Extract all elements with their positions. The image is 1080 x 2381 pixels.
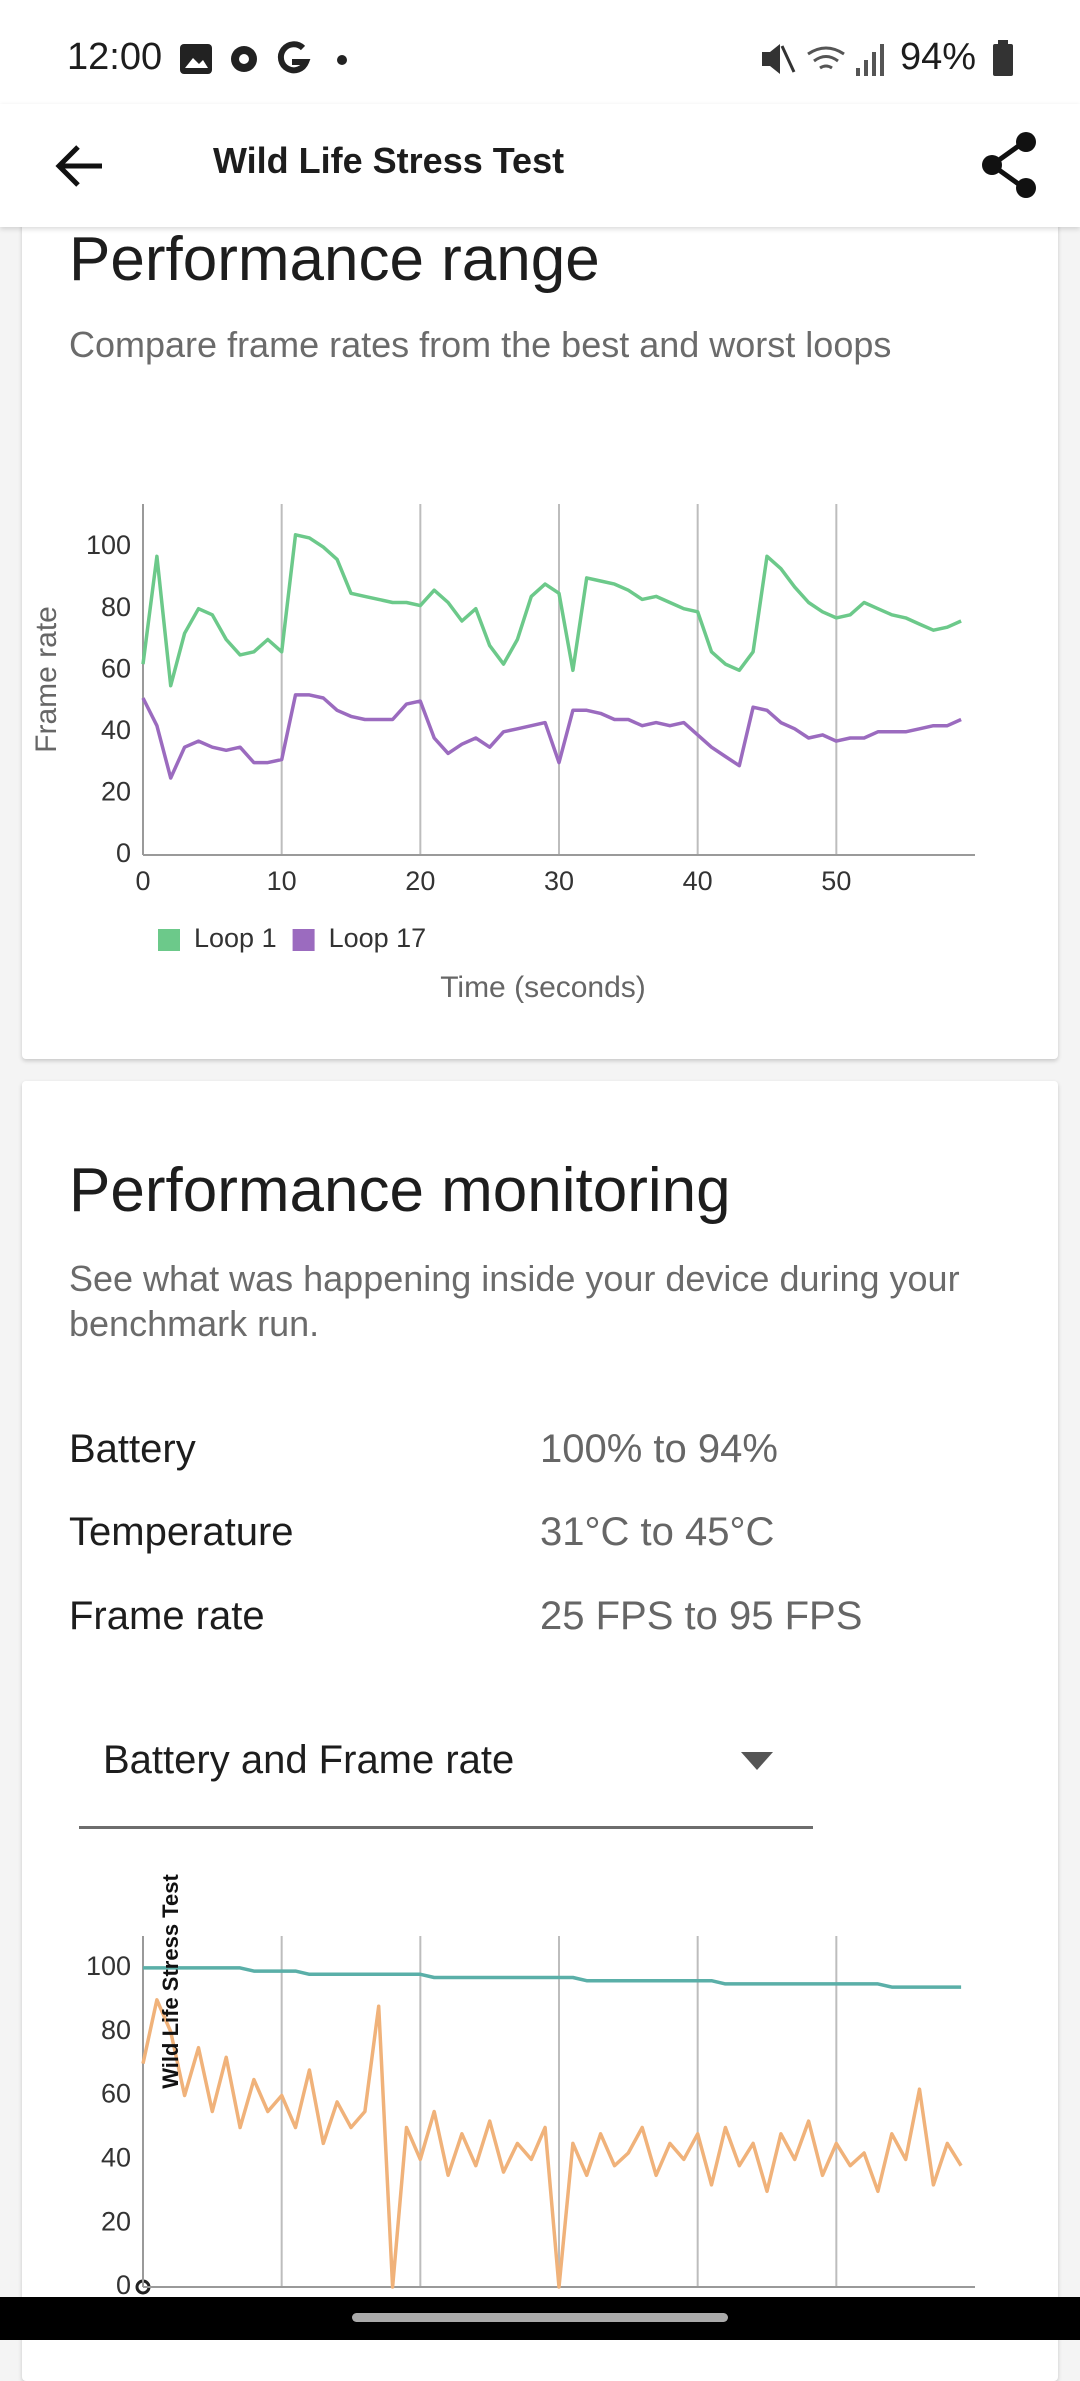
legend-swatch [292, 929, 315, 951]
row-value: 31°C to 45°C [540, 1510, 775, 1554]
y-axis-title: Frame rate [30, 606, 63, 753]
home-handle[interactable] [352, 2313, 728, 2322]
y-tick-label: 80 [101, 592, 131, 622]
x-tick-label: 30 [544, 866, 574, 896]
y-tick-label: 40 [101, 715, 131, 745]
y-tick-label: 40 [101, 2142, 131, 2172]
x-tick-label: 40 [683, 866, 713, 896]
battery-icon [993, 40, 1013, 76]
dropdown-text: Battery and Frame rate [103, 1738, 515, 1782]
status-bar: 12:00 94% [0, 0, 1080, 104]
battery-level: 94% [900, 36, 977, 78]
series-line [141, 1998, 963, 2289]
section-subtitle: See what was happening inside your devic… [69, 1258, 960, 1344]
row-label: Battery [69, 1427, 196, 1471]
y-tick-label: 100 [86, 1951, 131, 1981]
range-card [22, 190, 1058, 1059]
x-tick-label: 0 [135, 866, 150, 896]
y-tick-label: 60 [101, 2079, 131, 2109]
row-label: Temperature [69, 1510, 294, 1554]
status-icons [180, 41, 347, 74]
x-tick-label: 10 [267, 866, 297, 896]
x-tick-label: 20 [405, 866, 435, 896]
legend-label: Loop 17 [329, 923, 427, 953]
y-tick-label: 0 [116, 2270, 131, 2300]
series-line [143, 1966, 962, 1989]
navigation-bar [0, 2297, 1080, 2340]
system-icons [762, 44, 884, 76]
clock: 12:00 [67, 36, 163, 78]
y-axis-title: Wild Life Stress Test [158, 1874, 183, 2089]
y-tick-label: 0 [116, 838, 131, 868]
dropdown-arrow [741, 1752, 773, 1770]
section-title: Performance monitoring [69, 1156, 731, 1225]
legend-swatch [158, 929, 180, 951]
y-tick-label: 60 [101, 653, 131, 683]
series-line [141, 693, 962, 780]
y-tick-label: 100 [86, 530, 131, 560]
back-button[interactable] [50, 136, 110, 196]
x-tick-label: 50 [821, 866, 851, 896]
section-title: Performance range [69, 225, 600, 294]
row-value: 100% to 94% [540, 1427, 778, 1471]
row-value: 25 FPS to 95 FPS [540, 1594, 863, 1638]
row-label: Frame rate [69, 1594, 265, 1638]
series-line [141, 533, 962, 688]
section-subtitle: Compare frame rates from the best and wo… [69, 324, 892, 365]
dropdown[interactable]: Battery and Frame rate [79, 1720, 813, 1829]
y-tick-label: 20 [101, 2206, 131, 2236]
x-axis-title: Time (seconds) [440, 971, 646, 1004]
legend-label: Loop 1 [194, 923, 277, 953]
share-button[interactable] [980, 130, 1044, 200]
y-tick-label: 80 [101, 2015, 131, 2045]
y-tick-label: 20 [101, 777, 131, 807]
app-title: Wild Life Stress Test [213, 140, 565, 181]
app-bar: Wild Life Stress Test [0, 104, 1080, 227]
